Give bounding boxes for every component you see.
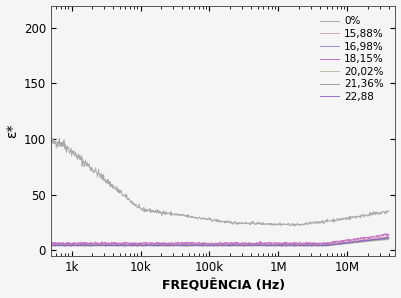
- 0%: [51, 136, 56, 140]
- 21,36%: [386, 236, 391, 240]
- 16,98%: [254, 243, 259, 247]
- 21,36%: [305, 243, 310, 247]
- 20,02%: [264, 244, 269, 248]
- 21,36%: [254, 243, 259, 247]
- 16,98%: [386, 237, 391, 240]
- Line: 0%: 0%: [51, 138, 389, 226]
- 18,15%: [69, 242, 74, 245]
- 20,02%: [386, 237, 391, 240]
- 15,88%: [254, 243, 259, 247]
- 15,88%: [264, 243, 269, 246]
- 20,02%: [49, 244, 53, 248]
- 15,88%: [69, 243, 74, 246]
- 22,88: [386, 236, 391, 239]
- 18,15%: [49, 242, 53, 245]
- 21,36%: [340, 242, 344, 245]
- 20,02%: [254, 243, 259, 247]
- 0%: [340, 218, 345, 221]
- 0%: [70, 149, 75, 153]
- Line: 22,88: 22,88: [51, 238, 389, 246]
- 20,02%: [340, 242, 344, 246]
- Line: 21,36%: 21,36%: [51, 238, 389, 246]
- 18,15%: [340, 239, 344, 243]
- 20,02%: [156, 245, 161, 249]
- 21,36%: [264, 244, 269, 247]
- 22,88: [70, 244, 75, 248]
- 16,98%: [264, 243, 269, 247]
- 16,98%: [228, 244, 233, 248]
- 22,88: [305, 243, 310, 247]
- 15,88%: [340, 240, 344, 244]
- 16,98%: [305, 243, 310, 247]
- 0%: [292, 224, 296, 228]
- 15,88%: [176, 244, 180, 247]
- 21,36%: [69, 243, 74, 247]
- 22,88: [340, 242, 344, 245]
- 0%: [245, 221, 250, 225]
- 15,88%: [385, 234, 390, 238]
- Legend: 0%, 15,88%, 16,98%, 18,15%, 20,02%, 21,36%, 22,88: 0%, 15,88%, 16,98%, 18,15%, 20,02%, 21,3…: [317, 13, 387, 105]
- 0%: [306, 223, 310, 227]
- 22,88: [49, 243, 53, 247]
- 16,98%: [49, 243, 53, 247]
- 0%: [49, 139, 53, 143]
- 16,98%: [340, 241, 344, 245]
- 22,88: [69, 243, 74, 247]
- Line: 18,15%: 18,15%: [51, 234, 389, 245]
- Line: 15,88%: 15,88%: [51, 236, 389, 246]
- 22,88: [254, 244, 259, 248]
- 20,02%: [305, 245, 310, 248]
- 15,88%: [305, 242, 310, 246]
- 21,36%: [49, 243, 53, 247]
- 20,02%: [386, 237, 391, 241]
- Y-axis label: ε*: ε*: [6, 124, 20, 138]
- 18,15%: [305, 242, 310, 246]
- 20,02%: [69, 245, 74, 248]
- Line: 20,02%: 20,02%: [51, 239, 389, 247]
- Line: 16,98%: 16,98%: [51, 238, 389, 246]
- 18,15%: [264, 241, 269, 244]
- 18,15%: [280, 243, 285, 246]
- 21,36%: [132, 244, 137, 248]
- 21,36%: [245, 244, 250, 247]
- 18,15%: [253, 242, 258, 245]
- 0%: [386, 210, 391, 213]
- 22,88: [245, 244, 250, 248]
- 0%: [264, 222, 269, 225]
- 15,88%: [386, 235, 391, 239]
- 15,88%: [245, 243, 250, 247]
- 18,15%: [386, 232, 391, 236]
- 0%: [254, 222, 259, 226]
- 15,88%: [49, 242, 53, 246]
- 16,98%: [245, 243, 250, 247]
- 18,15%: [383, 232, 388, 235]
- 22,88: [264, 244, 269, 247]
- 18,15%: [245, 241, 249, 245]
- X-axis label: FREQUÊNCIA (Hz): FREQUÊNCIA (Hz): [162, 280, 285, 292]
- 16,98%: [69, 243, 74, 246]
- 20,02%: [245, 244, 250, 248]
